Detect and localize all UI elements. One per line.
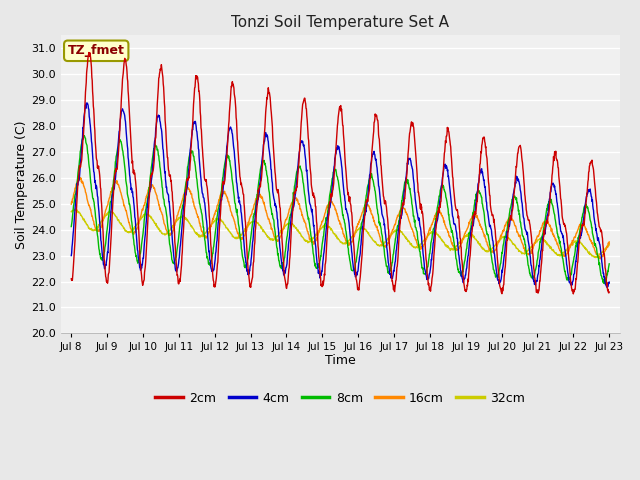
- Y-axis label: Soil Temperature (C): Soil Temperature (C): [15, 120, 28, 249]
- Legend: 2cm, 4cm, 8cm, 16cm, 32cm: 2cm, 4cm, 8cm, 16cm, 32cm: [150, 387, 530, 410]
- Text: TZ_fmet: TZ_fmet: [68, 44, 125, 57]
- Title: Tonzi Soil Temperature Set A: Tonzi Soil Temperature Set A: [231, 15, 449, 30]
- X-axis label: Time: Time: [325, 354, 356, 367]
